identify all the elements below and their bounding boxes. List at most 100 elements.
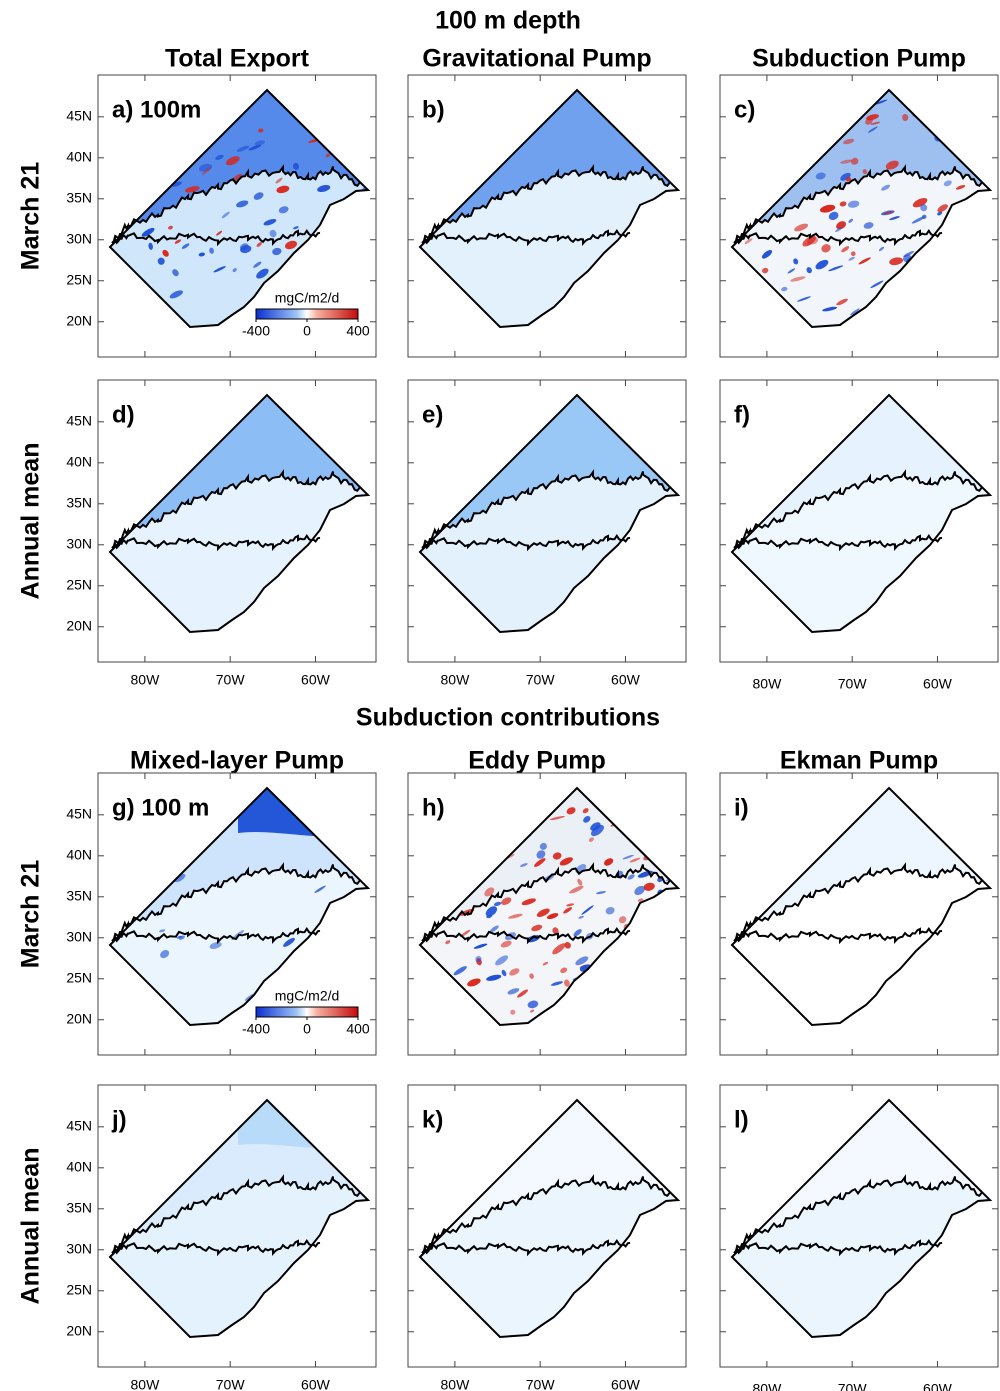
eddy-blob xyxy=(797,128,805,135)
eddy-blob xyxy=(174,873,186,883)
eddy-blob xyxy=(761,249,773,259)
contour xyxy=(421,1174,671,1254)
eddy-blob xyxy=(595,891,607,895)
eddy-blob xyxy=(314,94,321,101)
map-fill xyxy=(420,1100,678,1337)
eddy-blob xyxy=(937,204,948,213)
eddy-blob xyxy=(757,287,771,296)
eddy-blob xyxy=(124,123,130,127)
map-fill xyxy=(110,395,368,632)
eddy-blob xyxy=(489,925,499,933)
eddy-blob xyxy=(178,935,185,940)
eddy-blob xyxy=(148,242,153,250)
map-panel: h) xyxy=(407,772,687,1056)
eddy-blob xyxy=(762,267,769,274)
colorbar-tick-label: 0 xyxy=(303,323,311,339)
eddy-blob xyxy=(657,877,663,883)
eddy-blob xyxy=(344,231,349,239)
eddy-blob xyxy=(634,885,645,896)
eddy-blob xyxy=(263,218,277,226)
axes-frame xyxy=(719,379,999,663)
eddy-blob xyxy=(603,858,614,866)
eddy-blob xyxy=(911,216,926,224)
eddy-blob xyxy=(430,884,438,891)
eddy-blob xyxy=(276,185,290,194)
eddy-blob xyxy=(343,93,353,97)
eddy-blob xyxy=(955,184,966,190)
eddy-blob xyxy=(495,955,509,966)
eddy-blob xyxy=(627,874,635,880)
eddy-blob xyxy=(839,201,847,207)
eddy-blob xyxy=(927,257,939,262)
eddy-blob xyxy=(325,153,331,158)
eddy-blob xyxy=(575,956,589,966)
column-title: Subduction Pump xyxy=(752,45,966,73)
colorbar-tick-label: -400 xyxy=(242,1021,270,1037)
eddy-blob xyxy=(889,257,904,266)
lat-tick-label: 40N xyxy=(66,148,92,164)
lat-tick-label: 20N xyxy=(66,1322,92,1338)
eddy-blob xyxy=(509,968,520,976)
eddy-blob xyxy=(334,278,344,284)
eddy-blob xyxy=(573,929,582,937)
eddy-blob xyxy=(159,929,166,933)
contour xyxy=(733,228,943,247)
eddy-blob xyxy=(542,961,549,966)
eddy-blob xyxy=(822,306,838,312)
eddy-blob xyxy=(529,973,534,979)
eddy-blob xyxy=(232,173,242,182)
eddy-blob xyxy=(938,92,947,98)
eddy-blob xyxy=(256,268,269,279)
eddy-blob xyxy=(883,211,894,215)
eddy-blob xyxy=(501,969,507,977)
eddy-blob xyxy=(628,957,641,964)
lat-tick-label: 20N xyxy=(66,617,92,633)
eddy-blob xyxy=(828,265,844,272)
map-fill xyxy=(732,1100,990,1337)
lat-tick-label: 30N xyxy=(66,1240,92,1256)
domain-outline xyxy=(418,88,681,329)
eddy-blob xyxy=(833,93,842,102)
map-panel: 20N 25N 30N 35N 40N 45N 80W 70W 60W d) xyxy=(66,379,377,688)
map-fill xyxy=(420,788,678,1025)
eddy-blob xyxy=(750,131,766,139)
eddy-blob xyxy=(517,989,529,998)
eddy-blob xyxy=(151,191,157,200)
eddy-blob xyxy=(305,247,316,251)
axes-frame xyxy=(407,772,687,1056)
eddy-blob xyxy=(746,292,758,301)
eddy-blob xyxy=(351,134,358,141)
section-title: 100 m depth xyxy=(435,7,581,35)
map-fill xyxy=(420,395,678,632)
eddy-blob xyxy=(582,996,595,1002)
eddy-blob xyxy=(836,221,847,230)
eddy-blob xyxy=(605,906,615,915)
eddy-blob xyxy=(597,987,606,996)
eddy-blob xyxy=(862,169,868,175)
colorbar-label: mgC/m2/d xyxy=(275,988,340,1004)
eddy-blob xyxy=(967,235,981,246)
eddy-blob xyxy=(350,211,364,220)
lon-tick-label: 60W xyxy=(923,1381,953,1391)
lon-tick-label: 70W xyxy=(216,1377,246,1391)
eddy-blob xyxy=(622,854,634,860)
contour xyxy=(421,862,671,942)
eddy-blob xyxy=(202,166,212,175)
eddy-blob xyxy=(531,924,543,932)
eddy-blob xyxy=(647,959,655,968)
lat-tick-label: 45N xyxy=(66,108,92,124)
eddy-blob xyxy=(527,1000,539,1009)
eddy-blob xyxy=(885,160,899,170)
eddy-blob xyxy=(248,144,262,151)
eddy-blob xyxy=(536,908,550,918)
domain-outline xyxy=(108,88,371,329)
eddy-blob xyxy=(200,109,215,116)
eddy-blob xyxy=(155,139,168,145)
contour xyxy=(111,926,321,945)
eddy-blob xyxy=(275,177,283,184)
eddy-blob xyxy=(272,247,282,256)
eddy-blob xyxy=(283,937,295,947)
eddy-blob xyxy=(236,145,250,152)
eddy-blob xyxy=(920,204,928,212)
lat-tick-label: 30N xyxy=(66,535,92,551)
